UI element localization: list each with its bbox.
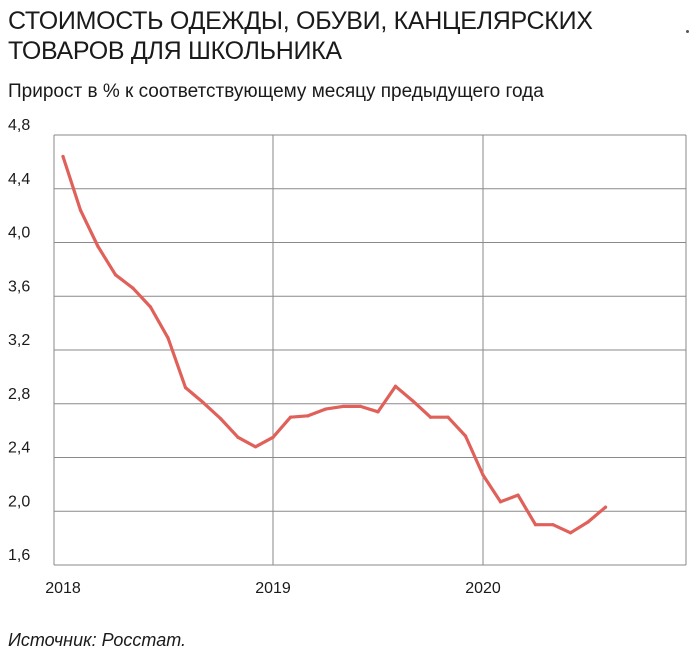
data-point (516, 493, 520, 497)
data-point (271, 435, 275, 439)
chart-title: Стоимость одежды, обуви, канцелярских то… (8, 7, 593, 65)
x-tick-label: 2020 (465, 580, 501, 597)
data-point (218, 416, 223, 421)
y-tick-label: 4,8 (8, 117, 30, 134)
y-tick-label: 2,8 (8, 386, 30, 403)
data-point (306, 414, 310, 418)
data-point (428, 415, 433, 419)
data-point (411, 399, 415, 403)
data-point (253, 445, 258, 449)
data-point (446, 415, 450, 419)
data-point (551, 523, 555, 527)
data-point (586, 520, 590, 524)
data-point (481, 473, 485, 477)
data-point (96, 244, 100, 249)
x-tick-label: 2018 (45, 580, 81, 597)
data-point (463, 434, 468, 438)
data-point (183, 386, 188, 390)
x-axis-ticks: 2018 2019 2020 (45, 580, 501, 597)
data-point (166, 336, 170, 340)
grid-lines (53, 134, 687, 566)
y-tick-label: 2,4 (8, 440, 30, 457)
data-point (358, 404, 363, 409)
data-point (393, 384, 398, 388)
data-point (113, 273, 118, 277)
chart-subtitle: Прирост в % к соответствующему месяцу пр… (8, 81, 544, 102)
data-point (131, 286, 135, 290)
data-point (376, 410, 380, 414)
line-chart: 1,6 2,0 2,4 2,8 3,2 3,6 4,0 4,4 4,8 2018 2019 2020 (8, 117, 687, 597)
data-point (533, 523, 538, 527)
data-point (236, 435, 240, 439)
source-note: Источник: Росстат. (8, 630, 187, 650)
y-tick-label: 4,4 (8, 171, 30, 188)
data-point (201, 400, 205, 405)
data-point (603, 505, 608, 509)
y-axis-ticks: 1,6 2,0 2,4 2,8 3,2 3,6 4,0 4,4 4,8 (8, 117, 30, 564)
data-point (288, 415, 293, 419)
y-tick-label: 3,2 (8, 332, 30, 349)
data-point (148, 305, 153, 309)
data-point (78, 208, 83, 212)
data-point (341, 404, 345, 409)
y-tick-label: 4,0 (8, 225, 30, 242)
decorative-dot (686, 30, 689, 33)
y-tick-label: 3,6 (8, 278, 30, 295)
data-point (61, 154, 65, 159)
series-line (61, 154, 608, 535)
y-tick-label: 2,0 (8, 493, 30, 510)
data-point (498, 500, 503, 504)
series-layer (61, 154, 608, 535)
y-tick-label: 1,6 (8, 547, 30, 564)
data-point (568, 531, 573, 535)
data-point (323, 407, 328, 411)
x-tick-label: 2019 (255, 580, 291, 597)
